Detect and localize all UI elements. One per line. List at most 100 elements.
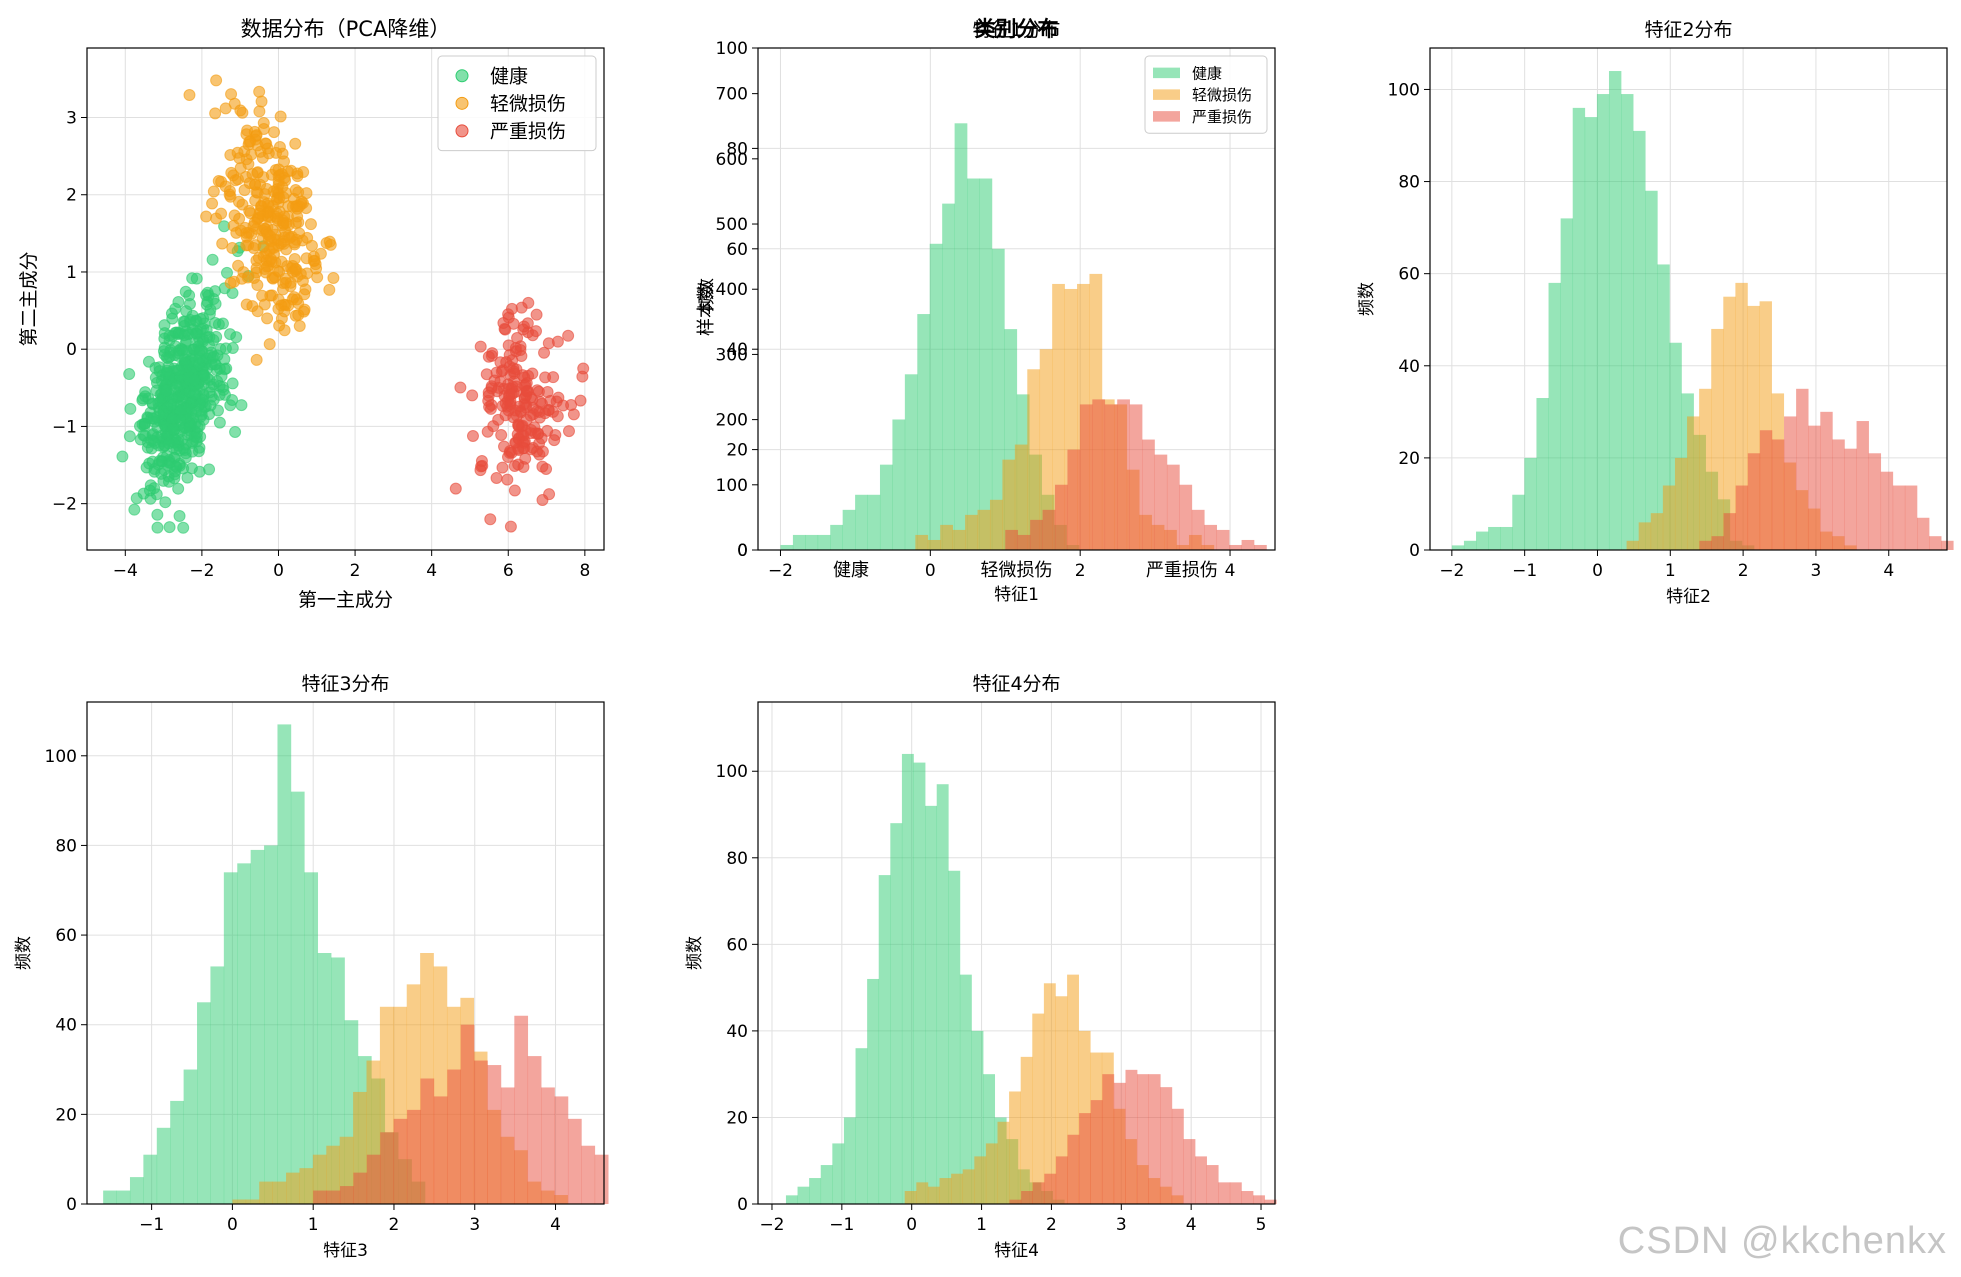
histogram-bar <box>1868 453 1882 550</box>
scatter-point <box>480 368 493 381</box>
scatter-point <box>175 414 188 427</box>
scatter-point <box>224 399 237 412</box>
chart-title: 类别分布 <box>975 17 1059 41</box>
histogram-bar <box>1125 1069 1138 1204</box>
scatter-point <box>536 494 549 507</box>
legend-marker <box>455 96 469 110</box>
histogram-bar <box>1904 485 1918 550</box>
histogram-bar <box>183 1069 198 1204</box>
histogram-bar <box>554 1096 569 1204</box>
histogram-bar <box>500 1087 515 1204</box>
y-tick-label: 0 <box>66 340 77 360</box>
scatter-point <box>202 289 215 302</box>
histogram-bar <box>1723 296 1736 550</box>
histogram-bar <box>917 314 931 550</box>
scatter-points <box>116 74 590 534</box>
histogram-bar <box>817 534 831 550</box>
scatter-point <box>256 151 269 164</box>
scatter-point <box>213 416 226 429</box>
scatter-point <box>238 184 251 197</box>
scatter-point <box>123 368 136 381</box>
histogram-bar <box>1711 328 1724 550</box>
histogram-bar <box>340 1186 354 1204</box>
scatter-point <box>291 170 304 183</box>
histogram-bar <box>304 872 319 1204</box>
histogram-bar <box>1206 1165 1219 1204</box>
scatter-point <box>502 451 515 464</box>
histogram-bar <box>1160 1087 1173 1204</box>
histogram-bar <box>1650 513 1664 550</box>
histogram-bar <box>892 419 906 550</box>
histogram-bar <box>1055 484 1068 550</box>
histogram-bar <box>940 524 953 550</box>
scatter-point <box>562 329 575 342</box>
scatter-point <box>137 487 150 500</box>
scatter-point <box>530 325 543 338</box>
scatter-point <box>263 338 276 351</box>
histogram-bar <box>867 978 880 1204</box>
histogram-bar <box>1005 529 1018 550</box>
scatter-point <box>240 230 253 243</box>
scatter-point <box>474 340 487 353</box>
histogram-bar <box>1079 404 1093 550</box>
scatter-point <box>203 339 216 352</box>
scatter-point <box>264 289 277 302</box>
x-tick-label: 2 <box>389 1215 400 1235</box>
histogram-bar <box>1264 1199 1277 1204</box>
histogram-bar <box>1067 449 1081 550</box>
histogram-bar <box>843 1117 856 1204</box>
y2-tick-label: 300 <box>716 345 748 365</box>
histogram-bar <box>1626 540 1639 550</box>
histogram-bar <box>1027 369 1041 550</box>
scatter-point <box>138 418 151 431</box>
histogram-bar <box>939 1178 952 1204</box>
scatter-point <box>454 381 467 394</box>
histogram-bar <box>1735 282 1748 550</box>
histogram-bar <box>277 724 292 1204</box>
scatter-point <box>204 303 217 316</box>
histogram-bar <box>245 1199 260 1204</box>
histogram-bar <box>1014 444 1028 550</box>
histogram-bar <box>353 1172 368 1204</box>
x-tick-label: −1 <box>139 1215 164 1235</box>
y-axis-label: 样本数 <box>696 282 717 336</box>
y-tick-label: 60 <box>55 926 77 946</box>
y-tick-label: 100 <box>716 762 748 782</box>
scatter-point <box>498 440 511 453</box>
histogram-bar <box>326 1145 340 1204</box>
x-tick-label: −1 <box>1512 561 1537 581</box>
histogram-bar <box>541 1087 555 1204</box>
scatter-point <box>274 110 287 123</box>
x-tick-label: −2 <box>768 561 793 581</box>
scatter-point <box>223 188 236 201</box>
scatter-point <box>300 187 313 200</box>
scatter-point <box>116 450 129 463</box>
scatter-point <box>327 271 340 284</box>
histogram-bar <box>1451 545 1465 550</box>
histogram-bar <box>1560 218 1574 550</box>
scatter-point <box>301 231 314 244</box>
scatter-point <box>502 339 515 352</box>
histogram-bar <box>1229 544 1242 550</box>
scatter-point <box>492 413 505 426</box>
scatter-point <box>264 230 277 243</box>
x-tick-label: −4 <box>113 561 138 581</box>
scatter-point <box>278 324 291 337</box>
scatter-point <box>180 305 193 318</box>
histogram-bar <box>1572 107 1586 551</box>
histogram-bar <box>1476 531 1489 550</box>
scatter-point <box>516 442 529 455</box>
histogram-bar <box>927 1186 940 1204</box>
histogram-bar <box>594 1154 609 1204</box>
histogram-bar <box>272 1181 287 1204</box>
scatter-point <box>251 279 264 292</box>
histogram-bar <box>904 1191 917 1204</box>
histogram-bar <box>1171 1108 1184 1204</box>
histogram-bar <box>474 1060 488 1204</box>
scatter-point <box>482 389 495 402</box>
scatter-point <box>275 255 288 268</box>
histogram-bar <box>1253 1195 1265 1204</box>
histogram-bar <box>1645 190 1658 551</box>
scatter-point <box>539 371 552 384</box>
